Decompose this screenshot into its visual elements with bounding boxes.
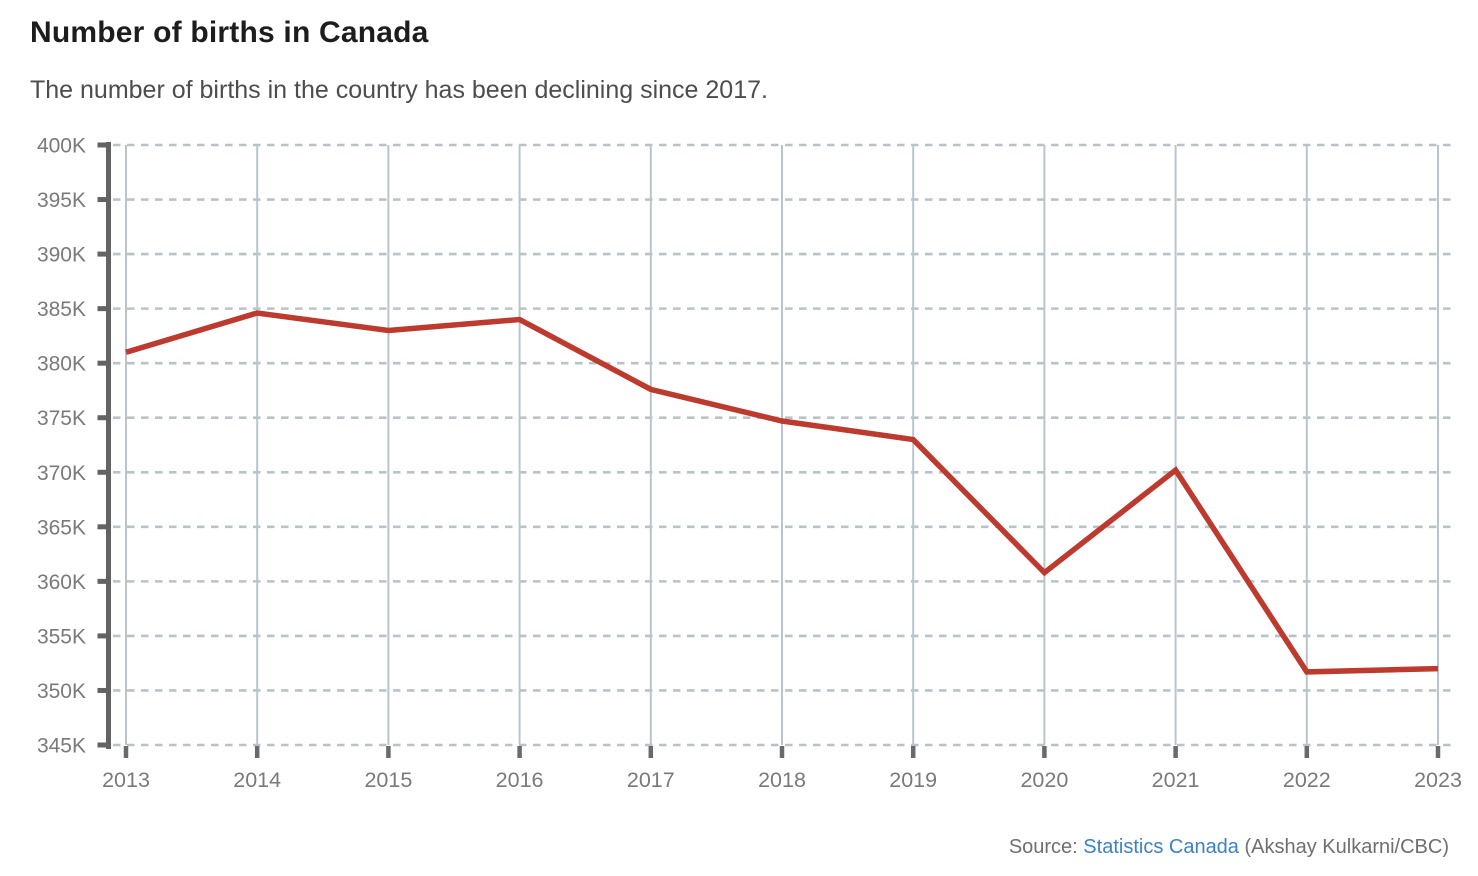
y-tick-label: 375K	[37, 407, 86, 430]
x-tick-label: 2015	[364, 768, 412, 792]
x-tick-label: 2017	[627, 768, 675, 792]
y-tick-label: 360K	[37, 571, 86, 594]
source-line: Source: Statistics Canada (Akshay Kulkar…	[1009, 836, 1449, 859]
births-data-line	[125, 310, 1439, 675]
source-credit: (Akshay Kulkarni/CBC)	[1238, 836, 1449, 858]
x-tick-label: 2016	[496, 768, 544, 792]
y-tick-label: 370K	[37, 462, 86, 485]
x-tick-label: 2020	[1020, 768, 1068, 792]
source-label: Source:	[1008, 836, 1084, 858]
x-tick-label: 2013	[102, 768, 150, 792]
y-tick-label: 345K	[37, 735, 86, 758]
y-tick-label: 365K	[37, 516, 86, 539]
y-tick-label: 395K	[37, 189, 86, 212]
x-tick-label: 2014	[233, 768, 281, 792]
source-link[interactable]: Statistics Canada	[1083, 836, 1239, 858]
x-tick-label: 2022	[1283, 768, 1331, 792]
x-tick-label: 2021	[1152, 768, 1200, 792]
y-tick-label: 350K	[37, 680, 86, 703]
x-tick-label: 2019	[889, 768, 937, 792]
x-tick-label: 2023	[1414, 768, 1462, 792]
x-tick-label: 2018	[758, 768, 806, 792]
y-tick-label: 390K	[37, 244, 86, 267]
y-tick-label: 385K	[37, 298, 86, 321]
y-tick-label: 380K	[37, 353, 86, 376]
chart-subtitle: The number of births in the country has …	[30, 76, 768, 104]
y-tick-label: 355K	[37, 625, 86, 648]
y-tick-label: 400K	[37, 135, 86, 158]
chart-title: Number of births in Canada	[30, 16, 429, 49]
